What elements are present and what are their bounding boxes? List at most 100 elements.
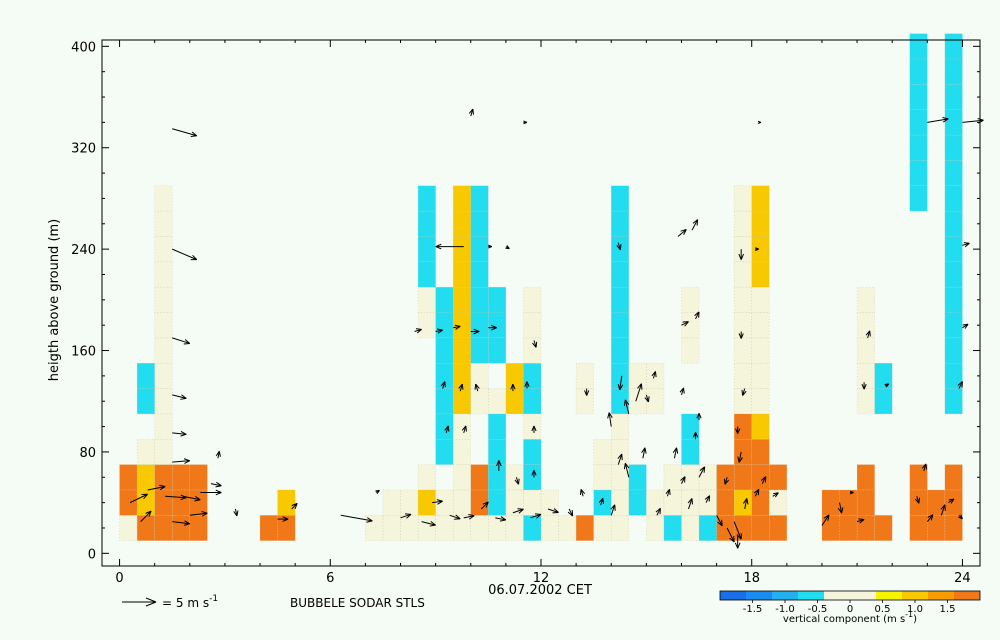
wind-vector <box>617 375 624 391</box>
wind-vector-shaft <box>432 500 443 504</box>
wind-vector <box>375 489 380 494</box>
heatmap-cell-border <box>505 489 524 516</box>
heatmap-cell <box>734 388 752 414</box>
colorbar-swatch <box>850 591 876 600</box>
heatmap-cell-border <box>751 185 770 212</box>
heatmap-cell-border <box>909 464 928 491</box>
wind-vector <box>681 321 689 327</box>
heatmap-cell-border <box>856 388 875 415</box>
wind-vector-shaft <box>172 128 197 137</box>
wind-vector <box>884 383 890 388</box>
heatmap-cell-border <box>944 236 963 263</box>
wind-vector-shaft <box>681 476 686 484</box>
heatmap-cell-border <box>540 515 559 541</box>
heatmap-cell <box>944 489 963 516</box>
wind-vector <box>140 510 152 522</box>
heatmap-cell <box>628 388 647 414</box>
heatmap-cell-border <box>769 464 788 491</box>
heatmap-cell <box>681 312 700 338</box>
wind-vector-head <box>617 383 624 391</box>
heatmap-cell <box>137 439 155 465</box>
wind-vector-head <box>914 497 920 504</box>
heatmap-cell <box>576 515 594 541</box>
heatmap-cell <box>418 464 436 490</box>
heatmap-cell-border <box>136 515 155 541</box>
wind-vector-head <box>861 383 867 390</box>
wind-vector-head <box>962 323 969 329</box>
wind-vector-shaft <box>480 501 489 510</box>
heatmap-cell <box>857 312 875 338</box>
wind-vector <box>957 381 963 389</box>
heatmap-cell-border <box>698 489 717 516</box>
wind-vector-head <box>940 504 946 511</box>
heatmap-cell <box>137 363 155 389</box>
heatmap-cell <box>453 464 471 490</box>
heatmap-cell <box>523 312 541 338</box>
wind-vector <box>644 394 650 403</box>
heatmap-cell <box>418 489 436 516</box>
wind-vector <box>962 242 970 248</box>
wind-vector-shaft <box>165 495 187 499</box>
heatmap-cell <box>611 261 629 288</box>
wind-vector <box>449 514 461 520</box>
wind-vector-head <box>194 496 201 502</box>
wind-vector <box>696 413 702 421</box>
wind-vector-head <box>865 330 871 337</box>
wind-vector <box>172 337 191 345</box>
heatmap-cell <box>523 337 541 364</box>
heatmap-cell <box>734 211 752 237</box>
wind-vector <box>400 513 412 519</box>
heatmap-cell <box>453 287 471 313</box>
wind-vector <box>512 508 524 514</box>
wind-vector-shaft <box>421 521 436 526</box>
wind-vector <box>738 331 744 339</box>
heatmap-cell <box>523 363 541 389</box>
wind-vector-shaft <box>147 485 166 491</box>
wind-vector-head <box>735 428 741 434</box>
wind-vector-head <box>757 120 762 125</box>
wind-vector-head <box>623 399 630 406</box>
wind-vector <box>738 249 744 260</box>
heatmap-cell <box>593 439 612 465</box>
wind-vector-head <box>680 476 686 483</box>
wind-vector-head <box>699 466 706 473</box>
heatmap-cell <box>821 515 840 541</box>
wind-vector <box>772 492 779 498</box>
heatmap-cell-border <box>119 489 138 516</box>
wind-vector-shaft <box>140 510 152 522</box>
heatmap-cell <box>944 59 963 85</box>
wind-vector-shaft <box>172 521 190 525</box>
wind-vector-head <box>145 510 152 517</box>
wind-vector-shaft <box>927 118 949 123</box>
heatmap-cell-border <box>154 261 173 288</box>
heatmap-cell <box>505 515 524 541</box>
colorbar-swatch <box>746 591 772 600</box>
heatmap-cell-border <box>453 413 471 440</box>
wind-vector-head <box>532 341 538 348</box>
wind-vector-head <box>468 514 475 520</box>
heatmap-cell-border <box>523 337 542 364</box>
wind-vector <box>129 493 148 504</box>
heatmap-cell <box>154 388 173 414</box>
heatmap-cell <box>751 312 770 338</box>
wind-vector-shaft <box>839 502 843 514</box>
y-axis-label: heigth above ground (m) <box>47 219 62 382</box>
heatmap-cell-border <box>435 337 454 364</box>
heatmap-cell-border <box>944 388 963 415</box>
heatmap-cell <box>663 489 682 516</box>
heatmap-cell-border <box>698 515 717 541</box>
wind-vector-shaft <box>495 517 506 521</box>
heatmap-cell <box>944 185 963 212</box>
heatmap-cell-border <box>944 286 963 313</box>
wind-vector <box>610 504 616 516</box>
wind-vector <box>579 488 586 497</box>
heatmap-cell <box>523 464 541 490</box>
heatmap-cell-border <box>944 160 963 186</box>
wind-vector <box>435 243 464 250</box>
heatmap-cell <box>611 464 629 490</box>
wind-vector-head <box>665 488 671 495</box>
heatmap-cell-border <box>470 515 489 541</box>
wind-vector-shaft <box>726 527 735 543</box>
heatmap-cell <box>435 413 454 440</box>
heatmap-cell <box>628 363 647 389</box>
